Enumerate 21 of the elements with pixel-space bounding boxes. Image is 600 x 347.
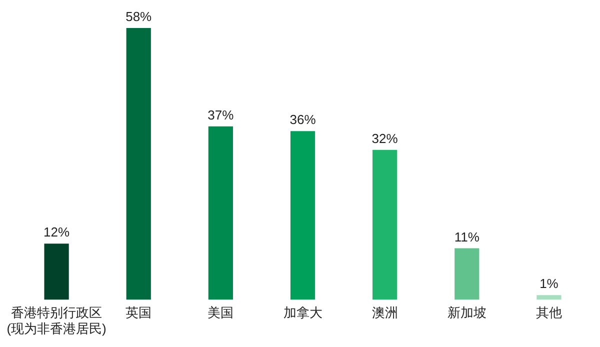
bar bbox=[44, 244, 69, 300]
data-label: 12% bbox=[44, 224, 70, 240]
x-tick-label: 美国 bbox=[208, 305, 234, 320]
data-label: 37% bbox=[208, 107, 234, 122]
x-tick-label: 其他 bbox=[536, 305, 562, 320]
data-label: 32% bbox=[372, 130, 398, 146]
bar bbox=[126, 28, 151, 300]
bar bbox=[290, 131, 316, 300]
x-tick-label: 澳洲 bbox=[372, 305, 398, 320]
x-tick-label: 加拿大 bbox=[283, 305, 322, 320]
data-label: 1% bbox=[540, 276, 559, 292]
bar bbox=[454, 248, 480, 300]
data-label: 36% bbox=[290, 112, 316, 128]
data-label: 58% bbox=[126, 9, 152, 24]
x-tick-label: 英国 bbox=[126, 305, 152, 320]
x-tick-label: 新加坡 bbox=[447, 305, 486, 320]
bar bbox=[208, 126, 233, 300]
bar bbox=[536, 295, 562, 300]
bar bbox=[372, 150, 398, 300]
x-tick-label: 香港特别行政区 (现为非香港居民) bbox=[6, 305, 106, 336]
data-label: 11% bbox=[454, 229, 480, 244]
